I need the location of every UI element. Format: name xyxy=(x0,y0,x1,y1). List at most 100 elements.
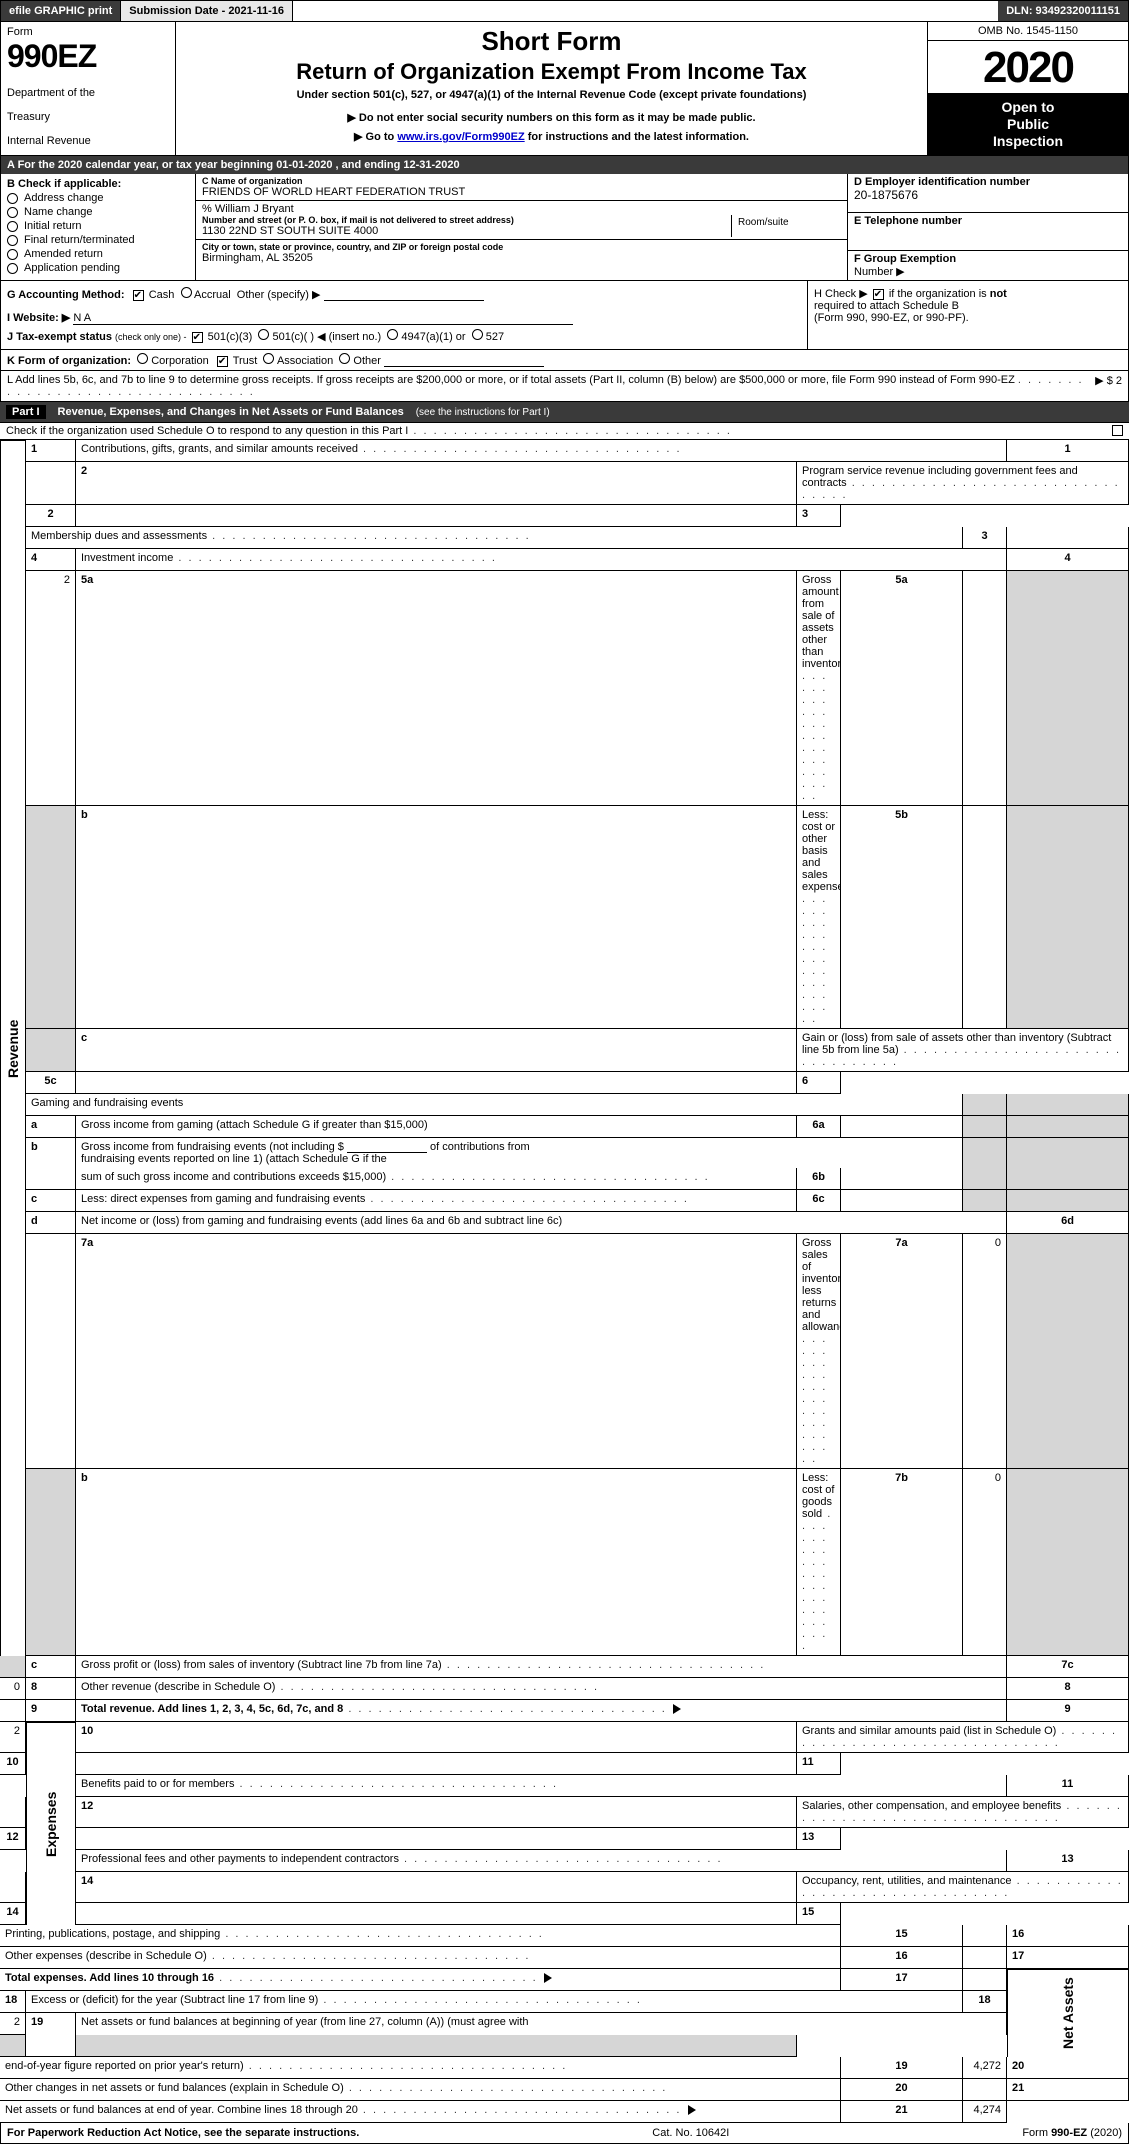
row-7a-rnum xyxy=(1007,1234,1129,1469)
dln-label: DLN: 93492320011151 xyxy=(998,1,1128,21)
row-5a-num: 5a xyxy=(76,571,797,806)
row-2-desc: Program service revenue including govern… xyxy=(797,462,1129,505)
checkbox-accrual[interactable] xyxy=(181,287,192,298)
checkbox-association[interactable] xyxy=(263,353,274,364)
row-8-rval xyxy=(0,1700,26,1722)
row-6a-desc: Gross income from gaming (attach Schedul… xyxy=(76,1116,797,1138)
label-group-exemption: F Group Exemption xyxy=(854,253,956,265)
row-1-num: 1 xyxy=(26,440,76,462)
row-6d-rval xyxy=(26,1234,76,1469)
label-accounting-method: G Accounting Method: xyxy=(7,289,125,301)
finance-grid: Revenue 1 Contributions, gifts, grants, … xyxy=(0,439,1129,2123)
row-5b-num: b xyxy=(76,806,797,1029)
row-1-rval xyxy=(26,462,76,505)
side-label-expenses: Expenses xyxy=(26,1722,76,1925)
side-label-net-assets: Net Assets xyxy=(1007,1969,1129,2057)
label-l-text: L Add lines 5b, 6c, and 7b to line 9 to … xyxy=(7,374,1015,386)
row-6b-desc-2: sum of such gross income and contributio… xyxy=(76,1168,797,1190)
page-footer: For Paperwork Reduction Act Notice, see … xyxy=(0,2123,1129,2144)
value-care-of: % William J Bryant xyxy=(202,203,841,215)
department-line-1: Department of the xyxy=(7,87,169,99)
form-number: 990EZ xyxy=(7,38,169,75)
row-5a-inval xyxy=(963,571,1007,806)
checkbox-schedule-b-not-required[interactable] xyxy=(873,289,884,300)
row-4-num: 4 xyxy=(26,549,76,571)
label-h-not: not xyxy=(990,288,1007,300)
section-b-header: B Check if applicable: xyxy=(7,178,189,190)
row-6b-rnum xyxy=(963,1138,1007,1190)
label-city: City or town, state or province, country… xyxy=(202,242,841,252)
row-17-num: 17 xyxy=(1007,1947,1129,1969)
row-3-num: 3 xyxy=(797,505,841,527)
row-7b-rnum xyxy=(1007,1469,1129,1656)
checkbox-4947a1[interactable] xyxy=(387,329,398,340)
row-13-num: 13 xyxy=(797,1828,841,1850)
arrow-icon xyxy=(544,1973,552,1983)
row-7a-num: 7a xyxy=(76,1234,797,1469)
row-5b-rnum xyxy=(1007,806,1129,1029)
checkbox-527[interactable] xyxy=(472,329,483,340)
label-501c3: 501(c)(3) xyxy=(208,331,253,343)
row-7c-num: c xyxy=(26,1656,76,1678)
row-14-rval xyxy=(76,1903,797,1925)
checkbox-application-pending[interactable] xyxy=(7,263,18,274)
goto-pre: ▶ Go to xyxy=(354,131,397,143)
checkbox-initial-return[interactable] xyxy=(7,221,18,232)
input-6b-amount[interactable] xyxy=(347,1141,427,1153)
row-11-rnum: 11 xyxy=(1007,1775,1129,1797)
row-4-rval: 2 xyxy=(26,571,76,806)
row-13-rnum: 13 xyxy=(1007,1850,1129,1872)
row-8-rnum: 8 xyxy=(1007,1678,1129,1700)
row-4-rnum: 4 xyxy=(1007,549,1129,571)
label-association: Association xyxy=(277,355,333,367)
row-5c-desc: Gain or (loss) from sale of assets other… xyxy=(797,1029,1129,1072)
row-1-rnum: 1 xyxy=(1007,440,1129,462)
checkbox-trust[interactable] xyxy=(217,356,228,367)
label-form-of-org: K Form of organization: xyxy=(7,355,131,367)
value-l-gross-receipts: 2 xyxy=(1116,375,1122,387)
label-h-line3: (Form 990, 990-EZ, or 990-PF). xyxy=(814,312,969,324)
row-10-rnum: 10 xyxy=(0,1753,26,1775)
row-16-desc: Other expenses (describe in Schedule O) xyxy=(0,1947,841,1969)
row-7b-num: b xyxy=(76,1469,797,1656)
input-other-specify[interactable] xyxy=(324,289,484,301)
header-center: Short Form Return of Organization Exempt… xyxy=(176,22,928,155)
checkbox-other-org[interactable] xyxy=(339,353,350,364)
checkbox-corporation[interactable] xyxy=(137,353,148,364)
row-19-rval-shade xyxy=(76,2035,797,2057)
department-line-2: Treasury xyxy=(7,111,169,123)
input-other-org[interactable] xyxy=(384,355,544,367)
label-other-specify: Other (specify) ▶ xyxy=(237,289,321,301)
row-5b-inval xyxy=(963,806,1007,1029)
value-org-name: FRIENDS OF WORLD HEART FEDERATION TRUST xyxy=(202,186,841,198)
checkbox-final-return[interactable] xyxy=(7,235,18,246)
checkbox-schedule-o[interactable] xyxy=(1112,425,1123,436)
ssn-warning: ▶ Do not enter social security numbers o… xyxy=(184,111,919,124)
row-16-num: 16 xyxy=(1007,1925,1129,1947)
header-right: OMB No. 1545-1150 2020 Open to Public In… xyxy=(928,22,1128,155)
checkbox-address-change[interactable] xyxy=(7,193,18,204)
checkbox-501c3[interactable] xyxy=(192,332,203,343)
checkbox-cash[interactable] xyxy=(133,290,144,301)
checkbox-amended-return[interactable] xyxy=(7,249,18,260)
open-line-2: Public xyxy=(1007,116,1049,132)
instructions-link[interactable]: www.irs.gov/Form990EZ xyxy=(397,131,524,143)
row-19-desc-1: Net assets or fund balances at beginning… xyxy=(76,2013,1007,2035)
row-4-desc: Investment income xyxy=(76,549,1007,571)
row-14-rnum: 14 xyxy=(0,1903,26,1925)
label-website: I Website: ▶ xyxy=(7,312,70,324)
efile-graphic-print-button[interactable]: efile GRAPHIC print xyxy=(1,1,121,21)
row-21-rval: 4,274 xyxy=(963,2101,1007,2123)
row-9-rval: 2 xyxy=(0,1722,26,1753)
row-6-num: 6 xyxy=(797,1072,841,1094)
row-9-desc: Total revenue. Add lines 1, 2, 3, 4, 5c,… xyxy=(76,1700,1007,1722)
submission-date-button[interactable]: Submission Date - 2021-11-16 xyxy=(121,1,293,21)
row-11-rval xyxy=(0,1797,26,1828)
row-18-rnum: 18 xyxy=(963,1991,1007,2013)
checkbox-501c[interactable] xyxy=(258,329,269,340)
top-bar: efile GRAPHIC print Submission Date - 20… xyxy=(0,0,1129,22)
row-12-desc: Salaries, other compensation, and employ… xyxy=(797,1797,1129,1828)
checkbox-name-change[interactable] xyxy=(7,207,18,218)
row-5a-rnum xyxy=(1007,571,1129,806)
row-7c-rnum: 7c xyxy=(1007,1656,1129,1678)
